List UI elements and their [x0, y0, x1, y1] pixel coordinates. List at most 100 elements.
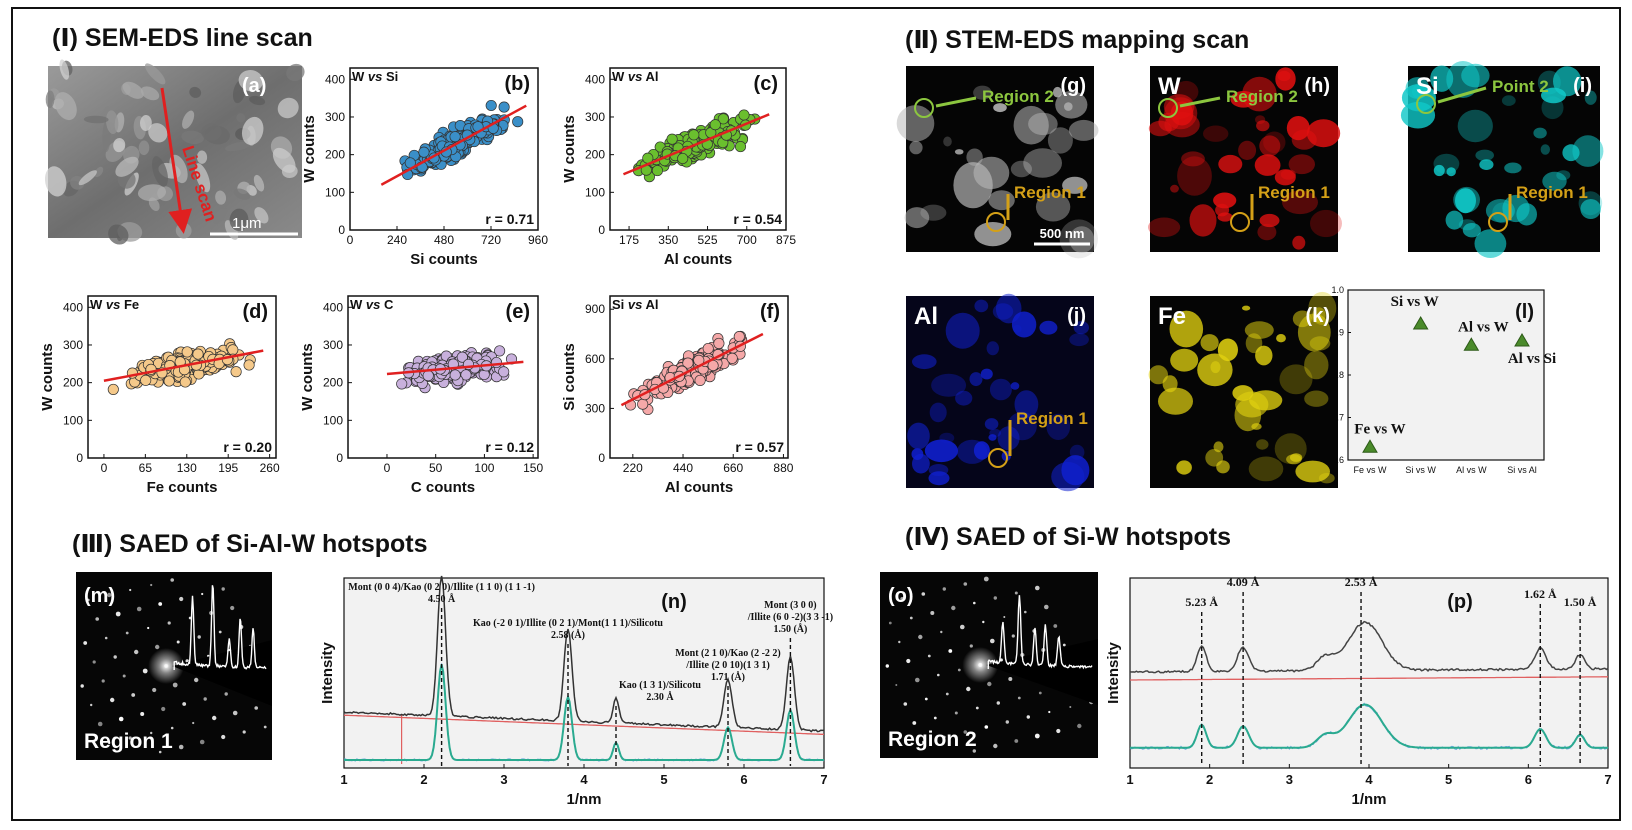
scatter-point [230, 366, 242, 378]
x-tick-label: 7 [1604, 772, 1611, 787]
diffraction-spot [197, 635, 201, 639]
y-axis-label: Intensity [319, 642, 336, 704]
diffraction-spot [161, 706, 166, 712]
map-blob [1248, 456, 1284, 482]
region-circle [914, 98, 934, 118]
y-tick-label: 0 [338, 223, 345, 237]
scatter-point [709, 119, 721, 131]
x-tick-label: 3 [500, 772, 507, 787]
map-blob [1200, 334, 1219, 352]
saed-image-o: (o) Region 2 [880, 572, 1098, 758]
pearson-point-label: Fe vs W [1354, 421, 1405, 437]
panel-label: (m) [84, 585, 115, 607]
peak-label: Mont (3 0 0) [764, 600, 817, 611]
peak-label: 1.62 Å [1524, 587, 1557, 601]
map-blob [1235, 391, 1269, 418]
fit-line [622, 113, 770, 176]
diffraction-spot [982, 620, 985, 624]
map-blob [1238, 140, 1257, 160]
diffraction-spot [1011, 634, 1015, 638]
scatter-chart-f: 220 440 660 880 0 300 600 900 Al counts Si counts… [561, 295, 794, 496]
diffraction-spot [129, 588, 132, 592]
scatter-point [418, 146, 430, 158]
x-axis-label: Al counts [665, 479, 733, 496]
scatter-chart-d: 0 65 130 195 260 0 100 200 300 400 Fe counts W coun… [39, 295, 280, 496]
map-blob [1540, 144, 1551, 155]
sem-grain [144, 63, 166, 85]
map-blob [954, 149, 964, 155]
map-blob [1073, 321, 1090, 335]
diffraction-spot [142, 668, 148, 674]
element-label: W [1158, 73, 1181, 100]
diffraction-spot [128, 736, 132, 740]
peak-label: 1.71 (Å) [711, 671, 745, 683]
scatter-point [490, 356, 503, 369]
x-tick-label: 960 [528, 233, 548, 247]
region-label: Region 2 [982, 87, 1054, 106]
diffraction-spot [110, 697, 115, 703]
region-arrow [935, 96, 977, 108]
x-tick-label: 350 [658, 233, 678, 247]
map-blob [911, 448, 924, 460]
map-blob [1292, 235, 1306, 250]
peak-label: 2.53 Å [1345, 575, 1378, 589]
diffraction-spot [212, 715, 217, 721]
region-circle [1230, 212, 1250, 232]
stem-map-k: Fe (k) [1148, 291, 1338, 488]
diffraction-spot [948, 649, 953, 653]
y-tick-label: 200 [585, 148, 605, 162]
diffraction-spot [147, 626, 150, 630]
peak-label: 1.50 Å [1564, 595, 1597, 609]
x-axis-label: Fe counts [147, 479, 218, 496]
region-label: Region 2 [888, 728, 977, 751]
diffraction-spot [92, 660, 96, 664]
diffraction-spot [185, 659, 189, 663]
diffraction-spot [1034, 733, 1040, 739]
x-tick-label: 1 [1126, 772, 1133, 787]
peak-label: Kao (-2 0 1)/Illite (0 2 1)/Mont(1 1 1)/… [473, 618, 663, 629]
y-tick-label: 400 [323, 300, 343, 314]
map-blob [1279, 364, 1313, 395]
diffraction-spot [1005, 720, 1009, 724]
element-label: Fe [1158, 303, 1186, 330]
diffraction-spot [232, 710, 238, 716]
section-title-4: (Ⅳ) SAED of Si-W hotspots [905, 523, 1231, 551]
sem-grain [253, 174, 265, 192]
chart-title: W vs Al [612, 69, 659, 84]
map-blob [907, 422, 930, 450]
diffraction-spot [221, 734, 226, 740]
correlation-label: r = 0.20 [223, 439, 272, 455]
map-blob [1173, 80, 1199, 103]
scatter-point [512, 116, 524, 128]
map-blob [1275, 67, 1296, 91]
sem-grain [233, 188, 251, 200]
x-tick-label: 0 [101, 461, 108, 475]
region-label: Region 1 [1016, 409, 1088, 428]
sem-grain [254, 207, 269, 224]
map-blob [973, 156, 1010, 190]
map-blob [1218, 154, 1243, 174]
diffraction-spot [1038, 691, 1042, 695]
region-circle [1158, 98, 1178, 118]
map-blob [1177, 156, 1212, 196]
scatter-point [688, 129, 700, 141]
x-tick-label: 4 [580, 772, 588, 787]
fit-line [620, 332, 764, 407]
map-blob [973, 85, 992, 100]
map-blob [943, 136, 952, 147]
scatter-chart-c: 175 350 525 700 875 0 100 200 300 400 Al counts W c… [561, 67, 796, 268]
sem-grain [194, 163, 211, 193]
map-blob [1242, 305, 1251, 311]
map-blob [1013, 105, 1049, 145]
region-arrow [1179, 96, 1221, 108]
fit-peaks-line [344, 664, 824, 761]
diffraction-spot [140, 712, 145, 716]
diffraction-spot [942, 587, 946, 591]
scatter-point [637, 398, 649, 410]
stem-map-h: W (h) Region 2 Region 1 [1148, 66, 1342, 252]
map-blob [1282, 190, 1318, 215]
map-blob [1276, 334, 1286, 343]
x-tick-label: 260 [260, 461, 280, 475]
sem-grain [286, 63, 305, 82]
